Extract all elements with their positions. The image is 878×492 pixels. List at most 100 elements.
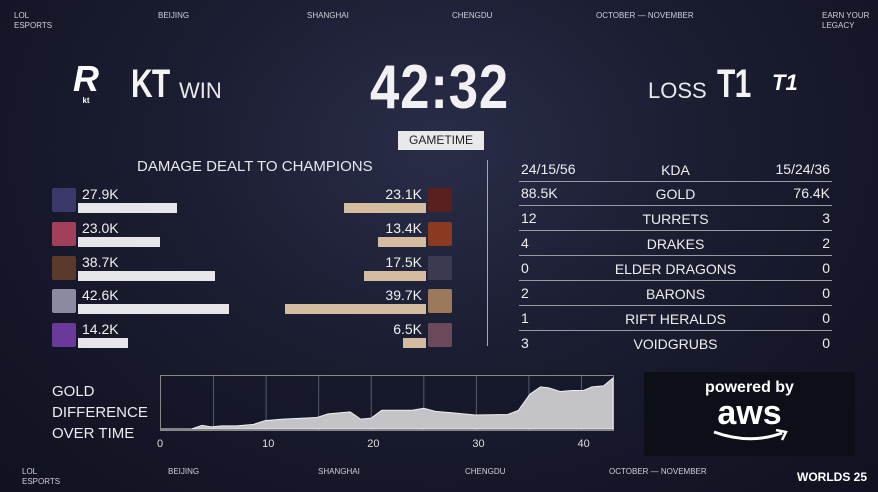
left-team-result: WIN (179, 78, 222, 103)
damage-value: 6.5K (393, 321, 422, 337)
t1-stat: 0 (822, 310, 830, 326)
footer-chengdu: CHENGDU (465, 467, 506, 476)
title-line: OVER TIME (52, 425, 135, 442)
kt-stat: 0 (521, 260, 529, 276)
stat-row: 1 RIFT HERALDS 0 (519, 306, 832, 331)
right-player-row: 6.5K (252, 321, 452, 348)
kt-stat: 3 (521, 335, 529, 351)
damage-value: 42.6K (82, 287, 119, 303)
title-line: DIFFERENCE (52, 404, 148, 421)
kt-stat: 1 (521, 310, 529, 326)
damage-value: 14.2K (82, 321, 119, 337)
damage-title: DAMAGE DEALT TO CHAMPIONS (137, 158, 373, 175)
t1-logo: T1 (772, 70, 798, 95)
kt-stat: 24/15/56 (521, 161, 576, 177)
chengdu-label: CHENGDU (452, 11, 493, 20)
stat-row: 0 ELDER DRAGONS 0 (519, 256, 832, 281)
right-player-row: 17.5K (252, 254, 452, 281)
left-player-row: 42.6K (52, 287, 252, 314)
beijing-label: BEIJING (158, 11, 190, 20)
champion-portrait (52, 188, 76, 212)
damage-bar (78, 271, 216, 281)
champion-portrait (428, 256, 452, 280)
t1-stat: 0 (822, 335, 830, 351)
footer-dates: OCTOBER — NOVEMBER (609, 467, 707, 476)
stat-label: VOIDGRUBS (633, 336, 718, 352)
left-player-row: 27.9K (52, 186, 252, 213)
footer-lol-esports: LOL ESPORTS (22, 467, 61, 486)
damage-bar (78, 338, 129, 348)
left-team-name: KT (131, 62, 170, 106)
stat-row: 3 VOIDGRUBS 0 (519, 331, 832, 356)
title-line: GOLD (52, 383, 95, 400)
footer-beijing: BEIJING (168, 467, 200, 476)
stat-row: 88.5K GOLD 76.4K (519, 181, 832, 206)
damage-value: 38.7K (82, 254, 119, 270)
damage-value: 23.1K (385, 186, 422, 202)
x-tick-label: 10 (262, 438, 275, 450)
champion-portrait (428, 289, 452, 313)
champion-portrait (428, 188, 452, 212)
kt-stat: 88.5K (521, 185, 558, 201)
shanghai-label: SHANGHAI (307, 11, 349, 20)
kt-stat: 2 (521, 285, 529, 301)
champion-portrait (428, 323, 452, 347)
damage-bar (378, 237, 426, 247)
damage-value: 23.0K (82, 220, 119, 236)
earn-legacy-label: EARN YOUR LEGACY (822, 11, 870, 30)
footer-shanghai: SHANGHAI (318, 467, 360, 476)
stat-label: KDA (661, 162, 690, 178)
kt-stat: 12 (521, 210, 537, 226)
t1-stat: 15/24/36 (775, 161, 831, 177)
champion-portrait (428, 222, 452, 246)
champion-portrait (52, 323, 76, 347)
left-player-row: 38.7K (52, 254, 252, 281)
damage-value: 27.9K (82, 186, 119, 202)
x-tick-label: 40 (577, 438, 590, 450)
stat-label: TURRETS (642, 211, 709, 227)
kt-logo: R kt (73, 58, 99, 106)
x-tick-label: 30 (472, 438, 485, 450)
stat-row: 24/15/56 KDA 15/24/36 (519, 157, 832, 182)
damage-bar (285, 304, 426, 314)
stat-label: BARONS (645, 286, 706, 302)
stat-row: 4 DRAKES 2 (519, 231, 832, 256)
damage-value: 17.5K (385, 254, 422, 270)
stat-label: GOLD (655, 186, 696, 202)
t1-stat: 2 (822, 235, 830, 251)
left-player-row: 14.2K (52, 321, 252, 348)
lol-esports-label: LOL ESPORTS (14, 11, 53, 30)
aws-sponsor: powered by aws (644, 372, 855, 456)
champion-portrait (52, 289, 76, 313)
stat-label: ELDER DRAGONS (614, 261, 737, 277)
stat-label: DRAKES (646, 236, 705, 252)
left-player-row: 23.0K (52, 220, 252, 247)
damage-bar (402, 338, 426, 348)
gametime-label: GAMETIME (398, 131, 484, 150)
damage-bar (78, 237, 160, 247)
dates-label: OCTOBER — NOVEMBER (596, 11, 694, 20)
aws-smile-icon (712, 428, 788, 441)
right-player-row: 13.4K (252, 220, 452, 247)
right-player-row: 39.7K (252, 287, 452, 314)
champion-portrait (52, 256, 76, 280)
damage-value: 13.4K (385, 220, 422, 236)
worlds-logo: WORLDS 25 (797, 470, 868, 484)
divider (487, 160, 488, 346)
stat-row: 12 TURRETS 3 (519, 206, 832, 231)
damage-bar (78, 304, 230, 314)
aws-logo: aws (717, 394, 782, 432)
right-player-row: 23.1K (252, 186, 452, 213)
powered-by-text: powered by (705, 379, 794, 396)
right-team-result: LOSS (648, 78, 707, 103)
kt-stat: 4 (521, 235, 529, 251)
t1-stat: 0 (822, 285, 830, 301)
x-tick-label: 0 (157, 438, 164, 450)
gold-area (161, 376, 614, 430)
damage-value: 39.7K (385, 287, 422, 303)
game-timer: 42:32 (370, 53, 510, 122)
damage-bar (344, 203, 426, 213)
stat-row: 2 BARONS 0 (519, 281, 832, 306)
stat-label: RIFT HERALDS (625, 311, 726, 327)
gold-chart-title: GOLD DIFFERENCE OVER TIME (52, 381, 148, 444)
